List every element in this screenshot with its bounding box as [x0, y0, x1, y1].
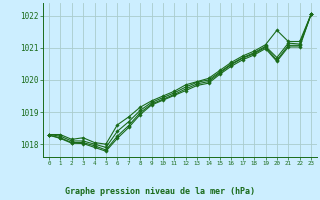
Text: Graphe pression niveau de la mer (hPa): Graphe pression niveau de la mer (hPa)	[65, 187, 255, 196]
